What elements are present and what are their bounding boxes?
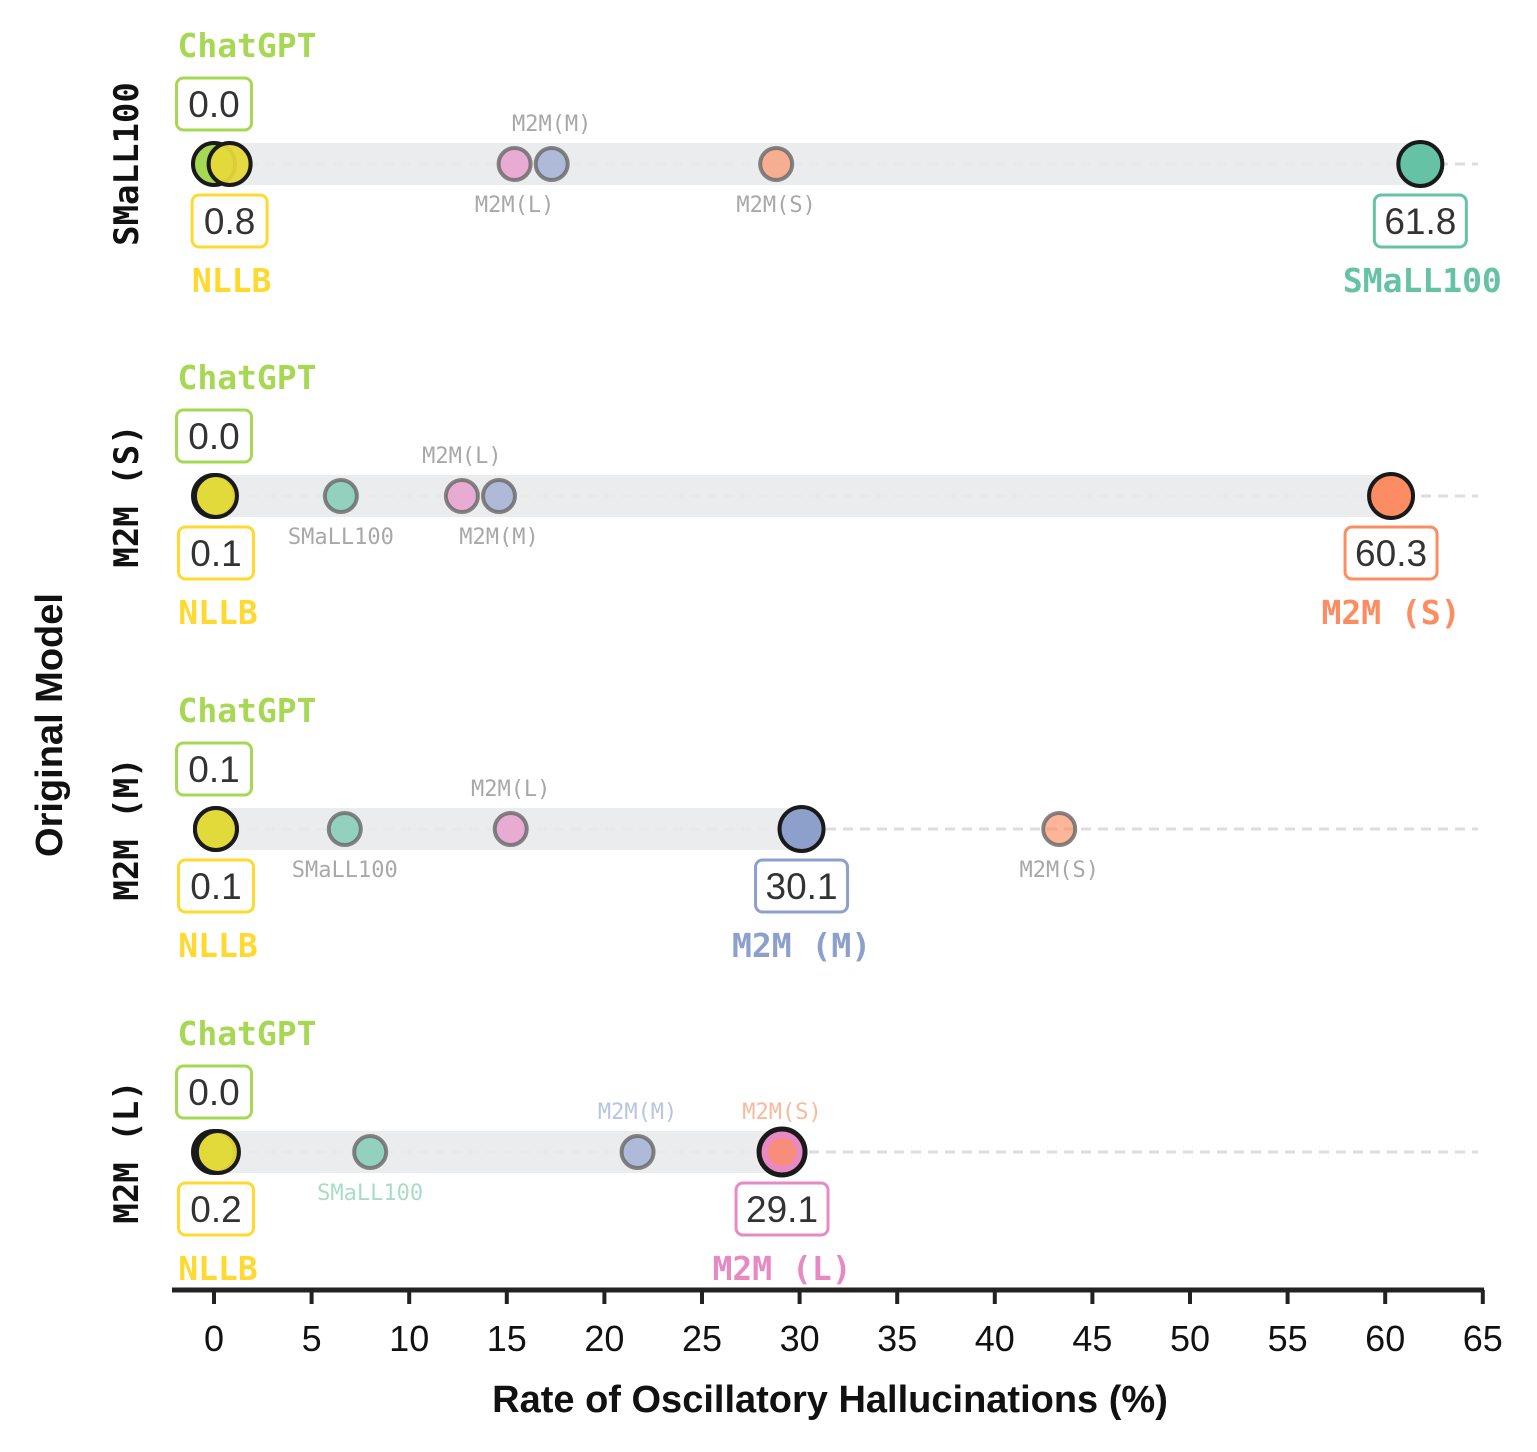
self-label: M2M (M) (732, 926, 871, 965)
nllb-label: NLLB (192, 261, 271, 300)
self-value: 30.1 (766, 866, 838, 907)
x-axis: 0 5 10 15 20 25 30 35 40 45 50 55 60 65 (172, 1287, 1503, 1359)
point-small100 (352, 1134, 389, 1170)
point-m2m-m- (480, 478, 517, 514)
point-label: SMaLL100 (292, 858, 398, 883)
nllb-value: 0.2 (190, 1189, 241, 1230)
point-nllb (206, 141, 253, 187)
point-label: M2M(M) (598, 1100, 677, 1125)
point-m2m-l- (492, 811, 529, 847)
chatgpt-value: 0.1 (188, 749, 239, 790)
x-tick-label: 65 (1463, 1318, 1503, 1359)
point-self (1396, 140, 1445, 188)
point-m2m-l- (496, 146, 533, 182)
chatgpt-box (175, 1064, 253, 1120)
x-tick-label: 5 (302, 1318, 322, 1359)
point-label: SMaLL100 (317, 1181, 423, 1206)
point-small100 (322, 478, 359, 514)
point-label: M2M(S) (736, 193, 815, 218)
point-nllb (192, 806, 239, 852)
point-label: M2M(L) (475, 193, 554, 218)
x-tick-label: 20 (584, 1318, 624, 1359)
row-range-band (214, 143, 1421, 185)
nllb-value: 0.1 (190, 866, 241, 907)
nllb-label: NLLB (178, 593, 257, 632)
y-axis-label: Original Model (29, 593, 71, 857)
nllb-value: 0.1 (190, 533, 241, 574)
point-self-inner (768, 1138, 797, 1166)
nllb-label: NLLB (178, 926, 257, 965)
point-m2m-s- (758, 146, 795, 182)
chatgpt-label: ChatGPT (177, 691, 316, 730)
point-label: M2M(M) (512, 112, 591, 137)
row-range-band (214, 475, 1392, 517)
chatgpt-label: ChatGPT (177, 1014, 316, 1053)
x-tick-label: 35 (877, 1318, 917, 1359)
row-label: SMaLL100 (107, 82, 147, 246)
self-box (1343, 525, 1439, 581)
nllb-box (177, 1181, 255, 1237)
self-value: 29.1 (746, 1189, 818, 1230)
x-tick-label: 25 (682, 1318, 722, 1359)
point-m2m-m- (533, 146, 570, 182)
x-tick-label: 55 (1268, 1318, 1308, 1359)
row-small100: SMaLL100 M2M(L) M2M(M) M2M(S) ChatGPT 0.0 0.8 N… (107, 26, 1502, 300)
point-label: M2M(S) (1019, 858, 1098, 883)
point-small100 (326, 811, 363, 847)
x-axis-label: Rate of Oscillatory Hallucinations (%) (492, 1379, 1168, 1421)
x-tick-label: 60 (1365, 1318, 1405, 1359)
chatgpt-label: ChatGPT (177, 358, 316, 397)
self-label: M2M (S) (1322, 593, 1461, 632)
point-label: M2M(M) (459, 525, 538, 550)
self-label: SMaLL100 (1343, 261, 1502, 300)
x-tick-label: 0 (204, 1318, 224, 1359)
chatgpt-box (175, 408, 253, 464)
self-box (754, 858, 850, 914)
x-tick-label: 40 (975, 1318, 1015, 1359)
self-box (1372, 193, 1468, 249)
x-tick-label: 10 (389, 1318, 429, 1359)
point-nllb (192, 473, 239, 519)
nllb-value: 0.8 (204, 201, 255, 242)
row-label: M2M (L) (107, 1080, 147, 1223)
point-m2m-m- (619, 1134, 656, 1170)
point-label: SMaLL100 (288, 525, 394, 550)
chatgpt-label: ChatGPT (177, 26, 316, 65)
point-label: M2M(L) (422, 444, 501, 469)
point-self (1367, 472, 1416, 520)
nllb-label: NLLB (178, 1249, 257, 1288)
row-m2m-l-: M2M (L) SMaLL100 M2M(M) M2M(S) ChatGPT 0.0 0.2… (107, 1014, 1478, 1288)
point-nllb (194, 1129, 241, 1175)
chatgpt-box (175, 741, 253, 797)
nllb-box (177, 525, 255, 581)
self-value: 61.8 (1384, 201, 1456, 242)
row-m2m-m-: M2M (M) SMaLL100 M2M(L) M2M(S) ChatGPT 0.1 0.1… (107, 691, 1478, 965)
point-m2m-s- (1041, 811, 1078, 847)
point-m2m-l- (443, 478, 480, 514)
row-label: M2M (S) (107, 424, 147, 567)
point-label: M2M(L) (471, 777, 550, 802)
self-box (734, 1181, 830, 1237)
self-label: M2M (L) (712, 1249, 851, 1288)
self-value: 60.3 (1355, 533, 1427, 574)
chatgpt-value: 0.0 (188, 1072, 239, 1113)
chatgpt-box (175, 76, 253, 132)
row-m2m-s-: M2M (S) SMaLL100 M2M(L) M2M(M) ChatGPT 0.0 0.1… (107, 358, 1478, 632)
chatgpt-value: 0.0 (188, 84, 239, 125)
x-tick-label: 45 (1072, 1318, 1112, 1359)
x-tick-label: 30 (780, 1318, 820, 1359)
nllb-box (177, 858, 255, 914)
row-label: M2M (M) (107, 757, 147, 900)
x-tick-label: 15 (487, 1318, 527, 1359)
nllb-box (190, 193, 269, 249)
point-label: M2M(S) (742, 1100, 821, 1125)
row-range-band (214, 1131, 783, 1173)
chatgpt-value: 0.0 (188, 416, 239, 457)
rows-layer: SMaLL100 M2M(L) M2M(M) M2M(S) ChatGPT 0.0 0.8 N… (107, 26, 1502, 1288)
point-self (777, 805, 826, 853)
x-tick-label: 50 (1170, 1318, 1210, 1359)
